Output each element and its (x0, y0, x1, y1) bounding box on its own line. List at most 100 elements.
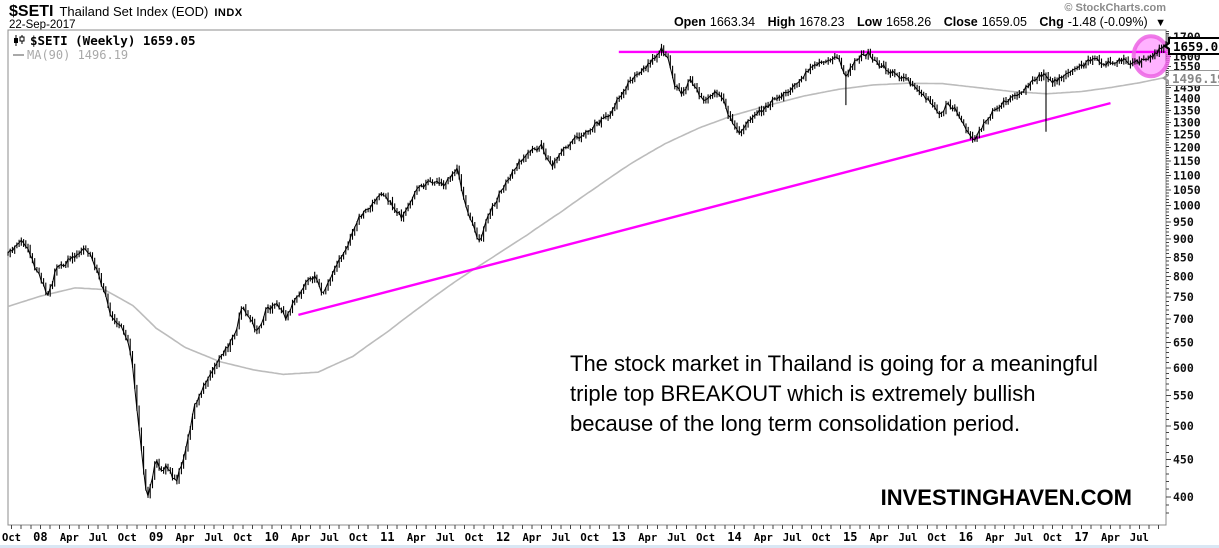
svg-text:1250: 1250 (1173, 128, 1201, 142)
svg-text:Apr: Apr (638, 532, 657, 544)
svg-text:Apr: Apr (754, 532, 773, 544)
quote-chg-value: -1.48 (-0.09%) (1067, 15, 1148, 29)
svg-text:950: 950 (1173, 215, 1194, 229)
svg-text:1100: 1100 (1173, 168, 1201, 182)
quote-open-value: 1663.34 (709, 15, 756, 29)
legend-series-label: $SETI (Weekly) 1659.05 (30, 33, 196, 48)
svg-text:600: 600 (1173, 361, 1194, 375)
annotation-line-3: because of the long term consolidation p… (570, 411, 1021, 436)
chart-date: 22-Sep-2017 (9, 19, 76, 31)
svg-text:13: 13 (612, 530, 626, 544)
svg-text:Oct: Oct (927, 532, 946, 544)
svg-text:1300: 1300 (1173, 115, 1201, 129)
svg-text:Jul: Jul (204, 532, 223, 544)
svg-text:Oct: Oct (349, 532, 368, 544)
trendline-support (298, 101, 1111, 317)
svg-text:500: 500 (1173, 419, 1194, 433)
legend-ma: MA(90) 1496.19 (13, 48, 128, 62)
svg-text:1200: 1200 (1173, 141, 1201, 155)
quote-close-label: Close (943, 15, 978, 29)
chart-title: $SETI Thailand Set Index (EOD) INDX (9, 3, 243, 21)
svg-text:1350: 1350 (1173, 103, 1201, 117)
quote-high-value: 1678.23 (799, 15, 845, 29)
y-axis: 400 450 500 550 600 650 700 750 800 850 900 950 1000… (1166, 30, 1201, 514)
svg-text:Jul: Jul (89, 532, 108, 544)
x-axis: Oct 08 Apr Jul Oct 09 Apr Jul Oct 10 Apr Jul Oct 11 Ap… (2, 525, 1160, 544)
svg-text:650: 650 (1173, 336, 1194, 350)
annotation-line-2: triple top BREAKOUT which is extremely b… (570, 381, 1036, 406)
svg-text:900: 900 (1173, 232, 1194, 246)
svg-text:Oct: Oct (812, 532, 831, 544)
quote-low-value: 1658.26 (886, 15, 932, 29)
legend-ma-label: MA(90) 1496.19 (27, 48, 129, 62)
svg-text:Jul: Jul (899, 532, 918, 544)
svg-text:750: 750 (1173, 290, 1194, 304)
quote-dropdown-arrow-icon[interactable]: ▼ (1155, 17, 1166, 29)
ohlc-quote-row: Open 1663.34 High 1678.23 Low 1658.26 Close… (674, 15, 1166, 29)
svg-text:Jul: Jul (436, 532, 455, 544)
svg-text:700: 700 (1173, 312, 1194, 326)
svg-text:Apr: Apr (60, 532, 79, 544)
svg-text:09: 09 (149, 530, 163, 544)
svg-text:1000: 1000 (1173, 199, 1201, 213)
exchange-label: INDX (214, 7, 243, 19)
quote-close-value: 1659.05 (981, 15, 1027, 29)
svg-text:Apr: Apr (985, 532, 1004, 544)
svg-text:Oct: Oct (233, 532, 252, 544)
ma-line (7, 76, 1165, 376)
svg-text:17: 17 (1074, 530, 1088, 544)
quote-high-label: High (767, 15, 796, 29)
svg-text:Apr: Apr (870, 532, 889, 544)
legend-price-series: $SETI (Weekly) 1659.05 (13, 33, 196, 48)
svg-text:Apr: Apr (291, 532, 310, 544)
svg-text:12: 12 (496, 530, 510, 544)
svg-text:Jul: Jul (552, 532, 571, 544)
svg-text:Oct: Oct (1043, 532, 1062, 544)
svg-text:1550: 1550 (1173, 59, 1201, 73)
svg-text:Jul: Jul (320, 532, 339, 544)
plot-frame (7, 29, 1167, 526)
svg-text:Jul: Jul (667, 532, 686, 544)
svg-text:Jul: Jul (1014, 532, 1033, 544)
svg-text:Oct: Oct (118, 532, 137, 544)
svg-text:550: 550 (1173, 389, 1194, 403)
svg-text:10: 10 (265, 530, 279, 544)
svg-text:Apr: Apr (407, 532, 426, 544)
copyright-notice: © StockCharts.com (1064, 2, 1166, 14)
quote-low-label: Low (857, 15, 883, 29)
svg-text:08: 08 (33, 530, 47, 544)
index-name: Thailand Set Index (EOD) (59, 4, 209, 19)
svg-text:Apr: Apr (176, 532, 195, 544)
quote-chg-label: Chg (1039, 15, 1064, 29)
quote-open-label: Open (673, 15, 706, 29)
svg-text:1150: 1150 (1173, 154, 1201, 168)
svg-text:Jul: Jul (783, 532, 802, 544)
svg-text:14: 14 (727, 530, 741, 544)
last-price-callout: 1659.05 (1163, 37, 1219, 55)
svg-text:15: 15 (843, 530, 857, 544)
annotation-text: The stock market in Thailand is going fo… (570, 349, 1098, 439)
svg-text:800: 800 (1173, 270, 1194, 284)
svg-text:Oct: Oct (465, 532, 484, 544)
svg-text:Oct: Oct (696, 532, 715, 544)
ticker-symbol: $SETI (9, 3, 54, 20)
price-series (7, 41, 1167, 499)
svg-text:450: 450 (1173, 452, 1194, 466)
ma-legend-swatch (13, 54, 24, 56)
svg-text:400: 400 (1173, 490, 1194, 504)
ma-price-callout: 1496.19 (1162, 70, 1219, 86)
svg-text:1050: 1050 (1173, 183, 1201, 197)
svg-text:Jul: Jul (1130, 532, 1149, 544)
svg-text:1400: 1400 (1173, 92, 1201, 106)
svg-text:16: 16 (959, 530, 973, 544)
svg-text:Oct: Oct (2, 532, 21, 544)
svg-text:850: 850 (1173, 250, 1194, 264)
svg-text:Apr: Apr (1101, 532, 1120, 544)
candlestick-icon (14, 35, 25, 46)
annotation-line-1: The stock market in Thailand is going fo… (570, 351, 1098, 376)
watermark: INVESTINGHAVEN.COM (880, 485, 1132, 510)
svg-text:Oct: Oct (580, 532, 599, 544)
svg-text:Apr: Apr (523, 532, 542, 544)
